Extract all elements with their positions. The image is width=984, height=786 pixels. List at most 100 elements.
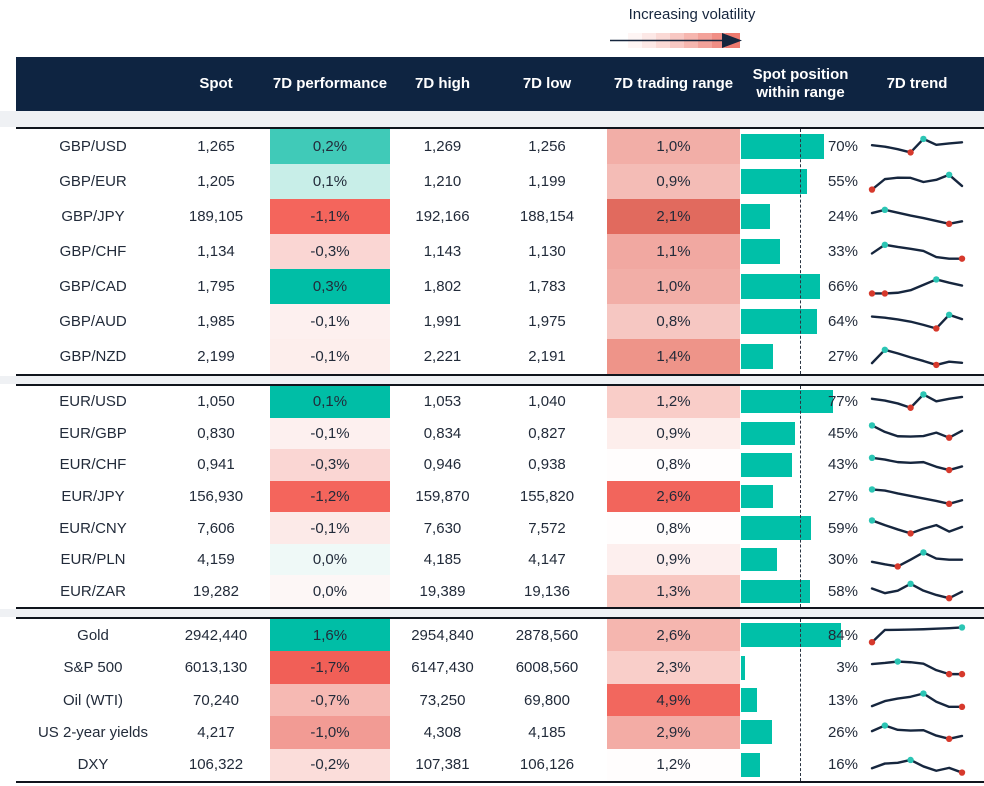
instrument-label: DXY <box>77 756 109 774</box>
sparkline-min-dot <box>933 361 940 368</box>
performance-cell: -0,1% <box>270 417 390 450</box>
trend-cell <box>868 164 966 199</box>
trend-cell <box>868 544 966 576</box>
spot-value: 2,199 <box>197 348 235 365</box>
instrument-label: Gold <box>77 626 109 644</box>
spot-value: 156,930 <box>188 488 244 506</box>
sparkline-max-dot <box>945 311 953 318</box>
sparkline-max-dot <box>894 657 901 665</box>
low-value: 1,975 <box>528 313 566 330</box>
performance-cell: -0,1% <box>270 512 390 544</box>
table-row: GBP/USD 1,265 0,2% 1,269 1,256 1,0% 70% <box>16 129 984 164</box>
spot-value: 1,985 <box>197 313 235 330</box>
performance-cell: -1,0% <box>270 716 390 749</box>
position-percent-label: 77% <box>827 393 858 411</box>
trading-range-cell: 0,8% <box>607 512 740 544</box>
trend-cell <box>868 129 966 164</box>
instrument-label: EUR/PLN <box>60 551 126 569</box>
position-bar <box>741 516 812 540</box>
performance-cell: 0,0% <box>270 543 390 576</box>
instrument-label: EUR/USD <box>59 393 127 411</box>
instrument-label: S&P 500 <box>63 659 123 677</box>
col-header-7d-performance: 7D performance <box>272 75 388 92</box>
low-value: 2878,560 <box>515 626 579 644</box>
position-bar <box>741 720 772 745</box>
performance-cell: 1,6% <box>270 619 390 652</box>
low-value: 1,040 <box>528 393 566 411</box>
trend-cell <box>868 684 966 716</box>
table-row: Gold 2942,440 1,6% 2954,840 2878,560 2,6% 84% <box>16 619 984 652</box>
high-value: 1,269 <box>423 138 462 155</box>
instrument-label: GBP/CAD <box>59 278 127 295</box>
trend-cell <box>868 339 966 374</box>
trend-cell <box>868 575 966 607</box>
low-value: 4,185 <box>528 723 566 741</box>
sparkline-max-dot <box>958 624 966 631</box>
performance-cell: 0,1% <box>270 386 390 418</box>
performance-cell: 0,2% <box>270 129 390 164</box>
position-percent-label: 30% <box>827 551 858 569</box>
spot-value: 19,282 <box>193 582 239 600</box>
trend-sparkline <box>868 422 964 442</box>
position-bar-track <box>741 684 860 716</box>
high-value: 159,870 <box>415 488 470 506</box>
trend-sparkline <box>868 275 964 297</box>
position-percent-label: 13% <box>827 691 858 709</box>
sparkline-max-dot <box>907 756 914 763</box>
position-percent-label: 43% <box>827 456 858 474</box>
sparkline-min-dot <box>945 434 953 442</box>
high-value: 1,210 <box>423 173 462 190</box>
trend-cell <box>868 304 966 339</box>
position-bar-track <box>741 386 860 418</box>
position-percent-label: 84% <box>827 626 858 644</box>
volatility-legend-label: Increasing volatility <box>628 6 756 23</box>
col-header-7d-low: 7D low <box>522 75 572 92</box>
sparkline-min-dot <box>933 324 940 332</box>
sparkline-min-dot <box>868 185 876 193</box>
trend-sparkline <box>870 657 966 677</box>
table-row: GBP/NZD 2,199 -0,1% 2,221 2,191 1,4% 27% <box>16 339 984 374</box>
trend-cell <box>868 619 966 651</box>
position-bar-track <box>741 269 860 304</box>
performance-cell: -0,7% <box>270 683 390 717</box>
sparkline-min-dot <box>945 466 953 474</box>
sparkline-max-dot <box>945 171 953 178</box>
trend-sparkline <box>868 171 964 193</box>
instrument-label: EUR/GBP <box>59 424 127 442</box>
trend-sparkline <box>870 241 966 262</box>
high-value: 1,991 <box>423 313 462 330</box>
trading-range-cell: 0,9% <box>607 164 740 199</box>
position-percent-label: 55% <box>827 173 858 190</box>
trend-cell <box>868 269 966 304</box>
volatility-legend: Increasing volatility <box>608 6 776 54</box>
sparkline-max-dot <box>907 580 914 588</box>
trading-range-cell: 1,4% <box>607 339 740 374</box>
table-row: GBP/JPY 189,105 -1,1% 192,166 188,154 2,1% 24% <box>16 199 984 234</box>
spot-value: 4,217 <box>197 723 235 741</box>
trading-range-cell: 1,0% <box>607 269 740 304</box>
instrument-label: GBP/NZD <box>59 348 127 365</box>
low-value: 6008,560 <box>515 659 579 677</box>
sparkline-min-dot <box>894 562 901 570</box>
low-value: 69,800 <box>524 691 570 709</box>
high-value: 4,185 <box>423 551 462 569</box>
sparkline-max-dot <box>920 391 927 398</box>
position-bar-track <box>741 619 860 651</box>
col-header-7d-high: 7D high <box>415 75 470 92</box>
table-row: EUR/PLN 4,159 0,0% 4,185 4,147 0,9% 30% <box>16 543 984 576</box>
trading-range-cell: 0,8% <box>607 449 740 481</box>
position-bar <box>741 579 810 603</box>
position-bar <box>741 238 781 265</box>
table-row: DXY 106,322 -0,2% 107,381 106,126 1,2% 16% <box>16 748 984 782</box>
trading-range-cell: 1,0% <box>607 129 740 164</box>
position-bar-track <box>741 575 860 607</box>
sparkline-min-dot <box>945 670 953 677</box>
sparkline-min-dot <box>958 703 966 711</box>
sparkline-min-dot <box>958 254 966 262</box>
high-value: 1,053 <box>423 393 462 411</box>
sparkline-max-dot <box>920 690 927 697</box>
table-row: US 2-year yields 4,217 -1,0% 4,308 4,185 2,9%… <box>16 716 984 749</box>
trend-sparkline <box>868 454 964 474</box>
table-row: EUR/CHF 0,941 -0,3% 0,946 0,938 0,8% 43% <box>16 449 984 481</box>
